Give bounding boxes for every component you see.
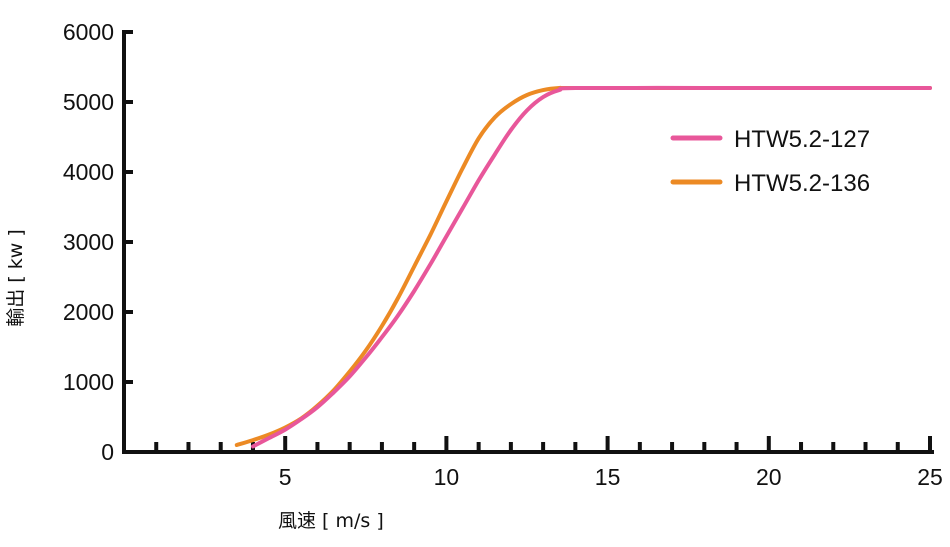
y-tick-label: 6000 bbox=[63, 19, 114, 45]
y-tick-label: 5000 bbox=[63, 89, 114, 115]
x-tick-label: 10 bbox=[434, 464, 460, 490]
x-tick-label: 20 bbox=[756, 464, 782, 490]
legend-label-htw5-2-136: HTW5.2-136 bbox=[734, 170, 870, 197]
x-tick-label: 5 bbox=[279, 464, 292, 490]
y-tick-label: 4000 bbox=[63, 159, 114, 185]
x-tick-label: 25 bbox=[917, 464, 943, 490]
y-tick-label: 1000 bbox=[63, 369, 114, 395]
x-axis-label: 風速 [ m/s ] bbox=[278, 510, 384, 532]
y-axis: 0 1000 2000 3000 4000 5000 6000 bbox=[63, 19, 133, 465]
y-tick-label: 0 bbox=[101, 439, 114, 465]
legend: HTW5.2-127 HTW5.2-136 bbox=[670, 126, 870, 197]
legend-label-htw5-2-127: HTW5.2-127 bbox=[734, 126, 870, 153]
series-lines bbox=[234, 85, 932, 449]
y-tick-label: 2000 bbox=[63, 299, 114, 325]
y-axis-label: 輸出 [ kw ] bbox=[5, 229, 27, 327]
series-line-htw5-2-127 bbox=[251, 85, 932, 449]
x-tick-label: 15 bbox=[595, 464, 621, 490]
y-tick-label: 3000 bbox=[63, 229, 114, 255]
